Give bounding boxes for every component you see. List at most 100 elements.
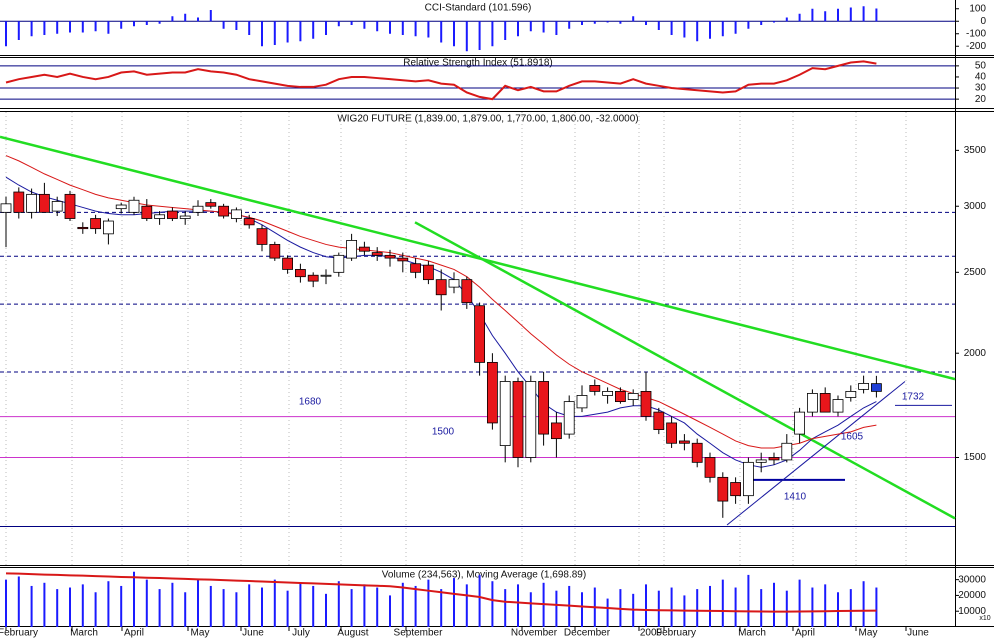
cci-bar bbox=[478, 21, 481, 50]
candle-body bbox=[422, 264, 434, 281]
cci-bar bbox=[261, 21, 263, 47]
y-tick-label: 3500 bbox=[964, 145, 987, 156]
cci-bar bbox=[69, 21, 71, 33]
cci-bar bbox=[350, 21, 353, 25]
annotation: 1605 bbox=[841, 432, 864, 443]
candle-body bbox=[294, 269, 306, 278]
candle-body bbox=[39, 193, 50, 213]
volume-bar bbox=[453, 578, 455, 627]
x-tick-label: June bbox=[242, 628, 264, 638]
volume-bar bbox=[414, 585, 417, 627]
volume-bar bbox=[171, 582, 174, 627]
candle-body bbox=[474, 305, 486, 363]
annotation: 1732 bbox=[902, 392, 925, 403]
y-tick-label: 2500 bbox=[964, 267, 987, 278]
cci-bar bbox=[709, 21, 711, 39]
cci-bar bbox=[120, 21, 123, 29]
volume-bar bbox=[427, 579, 430, 627]
y-tick-label: 1500 bbox=[964, 452, 987, 463]
volume-bar bbox=[734, 587, 737, 627]
candle-body bbox=[256, 228, 268, 245]
volume-bar bbox=[69, 587, 71, 627]
volume-bar bbox=[862, 581, 865, 627]
candle-body bbox=[679, 440, 690, 444]
volume-bar bbox=[17, 576, 20, 627]
candle-body bbox=[653, 411, 665, 430]
volume-bar bbox=[145, 579, 148, 627]
candle-body bbox=[13, 191, 25, 213]
y-tick-label: -100 bbox=[966, 28, 986, 39]
cci-bar bbox=[811, 8, 814, 22]
cci-bar bbox=[43, 21, 46, 35]
candle-body bbox=[384, 254, 396, 259]
volume-bar bbox=[312, 585, 315, 627]
volume-bar bbox=[696, 589, 699, 627]
cci-bar bbox=[645, 21, 647, 25]
cci-bar bbox=[529, 21, 532, 32]
cci-bar bbox=[286, 21, 289, 43]
candle-body bbox=[230, 209, 242, 219]
cci-bar bbox=[773, 21, 775, 23]
volume-bar bbox=[875, 587, 878, 627]
candle-body bbox=[563, 401, 575, 435]
candle-body bbox=[358, 246, 370, 252]
candle-body bbox=[77, 226, 89, 230]
candle-body bbox=[205, 202, 217, 207]
cci-bar bbox=[593, 21, 596, 24]
volume-bar bbox=[581, 592, 583, 627]
x-tick-label: March bbox=[738, 628, 766, 638]
cci-bar bbox=[30, 21, 33, 37]
cci-bar bbox=[568, 21, 571, 29]
volume-bar bbox=[133, 571, 135, 627]
volume-bar bbox=[222, 589, 225, 627]
candle-body bbox=[51, 201, 63, 212]
volume-bar bbox=[30, 585, 33, 627]
y-tick-label: -200 bbox=[966, 41, 986, 52]
candle-body bbox=[141, 205, 153, 219]
y-tick-label: 0 bbox=[980, 16, 986, 27]
cci-bar bbox=[222, 21, 225, 29]
volume-bar bbox=[158, 589, 161, 627]
candle-body bbox=[115, 204, 127, 210]
x-tick-label: February bbox=[656, 628, 696, 638]
cci-bar bbox=[555, 21, 558, 35]
volume-bar bbox=[811, 587, 814, 627]
rsi-title: Relative Strength Index (51.8918) bbox=[403, 58, 553, 69]
candle-body bbox=[691, 442, 703, 463]
candle-body bbox=[538, 381, 549, 435]
candle-body bbox=[397, 257, 409, 262]
candle-body bbox=[743, 461, 754, 497]
volume-bar bbox=[363, 584, 366, 627]
cci-bar bbox=[145, 21, 148, 25]
cci-bar bbox=[760, 21, 763, 25]
cci-bar bbox=[107, 21, 110, 34]
candle-body bbox=[768, 457, 780, 461]
cci-bar bbox=[465, 21, 468, 52]
volume-bar bbox=[184, 592, 187, 627]
cci-bar bbox=[734, 21, 737, 34]
cci-bar bbox=[747, 21, 750, 29]
candle-body bbox=[269, 244, 281, 259]
candle-body bbox=[858, 383, 869, 390]
volume-bar bbox=[824, 584, 827, 627]
y-tick-label: 50 bbox=[975, 61, 987, 72]
cci-bar bbox=[94, 21, 97, 32]
cci-bar bbox=[158, 21, 161, 24]
volume-bar bbox=[465, 584, 468, 627]
volume-bar bbox=[709, 585, 711, 627]
candle-body bbox=[627, 393, 639, 400]
candle-body bbox=[486, 361, 498, 424]
cci-bar bbox=[133, 21, 135, 27]
volume-bar bbox=[837, 592, 839, 627]
candle-body bbox=[166, 210, 178, 219]
candle-body bbox=[320, 274, 332, 277]
volume-bar bbox=[5, 579, 7, 627]
volume-bar bbox=[504, 589, 507, 627]
candle-body bbox=[640, 390, 652, 417]
cci-title: CCI-Standard (101.596) bbox=[425, 3, 532, 14]
cci-bar bbox=[491, 21, 494, 47]
x-tick-label: February bbox=[0, 628, 38, 638]
cci-bar bbox=[389, 21, 391, 34]
candle-body bbox=[615, 390, 626, 403]
volume-bar bbox=[120, 585, 123, 627]
